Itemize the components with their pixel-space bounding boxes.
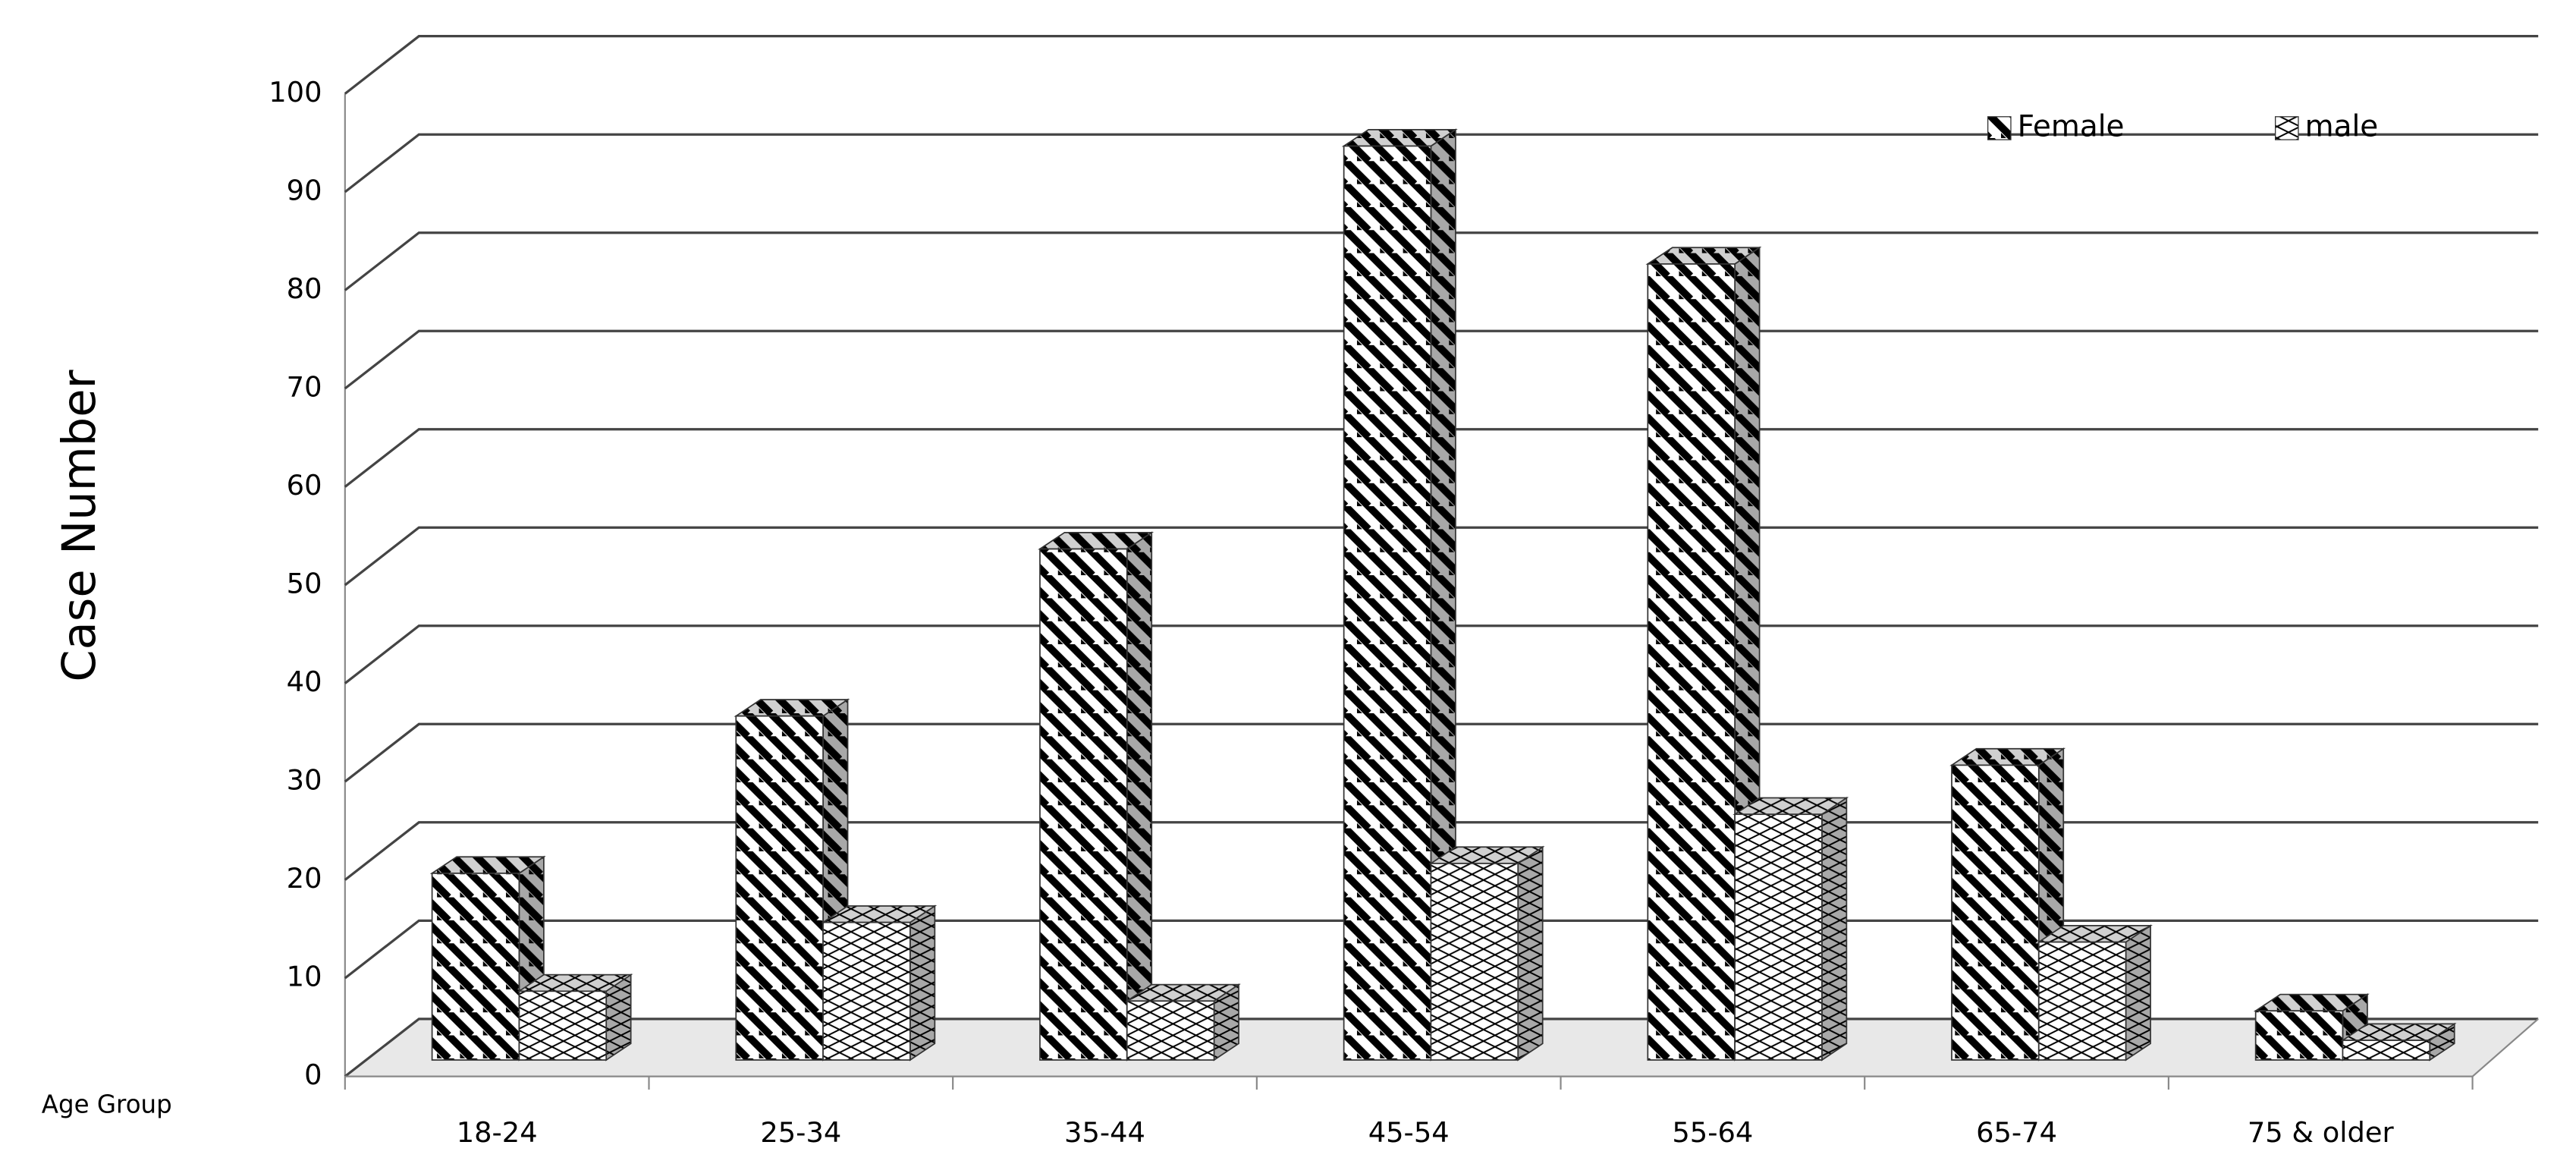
floor-edge bbox=[2471, 1018, 2539, 1077]
bar bbox=[1126, 1000, 1215, 1061]
bar bbox=[1734, 813, 1823, 1061]
bar bbox=[1343, 145, 1432, 1061]
legend-label: Female bbox=[2018, 109, 2125, 143]
bar bbox=[2037, 941, 2127, 1061]
bar-side bbox=[1126, 531, 1153, 1062]
y-tick-label: 50 bbox=[287, 568, 322, 600]
grid-line bbox=[344, 722, 2539, 783]
y-tick-label: 100 bbox=[269, 76, 322, 109]
y-tick-label: 90 bbox=[287, 174, 322, 206]
bar-side bbox=[1821, 796, 1848, 1062]
grid-line bbox=[344, 35, 2539, 95]
bar bbox=[1039, 548, 1128, 1061]
bar bbox=[1951, 764, 2040, 1061]
bar bbox=[2342, 1040, 2431, 1061]
bar bbox=[822, 921, 911, 1061]
y-tick-label: 40 bbox=[287, 665, 322, 698]
y-tick-label: 70 bbox=[287, 371, 322, 404]
x-axis-label: Age Group bbox=[42, 1090, 172, 1119]
legend-label: male bbox=[2305, 109, 2379, 143]
y-tick-label: 0 bbox=[304, 1058, 322, 1091]
bar bbox=[735, 715, 824, 1061]
x-tick-label: 75 & older bbox=[2248, 1116, 2395, 1149]
bar bbox=[1430, 863, 1519, 1061]
grid-line bbox=[344, 526, 2539, 587]
legend-swatch bbox=[2275, 116, 2299, 140]
x-tick-label: 55-64 bbox=[1672, 1116, 1753, 1149]
grid-line bbox=[344, 428, 2539, 488]
x-tick-label: 35-44 bbox=[1064, 1116, 1145, 1149]
grid-line bbox=[344, 133, 2539, 193]
bar bbox=[1647, 263, 1736, 1061]
y-tick-label: 20 bbox=[287, 862, 322, 895]
x-tick-label: 65-74 bbox=[1976, 1116, 2057, 1149]
bar-side bbox=[1517, 845, 1544, 1062]
x-tick-label: 25-34 bbox=[760, 1116, 841, 1149]
y-tick-label: 30 bbox=[287, 764, 322, 797]
grid-line bbox=[344, 231, 2539, 291]
y-tick-label: 80 bbox=[287, 272, 322, 305]
x-tick-label: 18-24 bbox=[457, 1116, 538, 1149]
y-tick-label: 60 bbox=[287, 469, 322, 502]
y-axis-label: Case Number bbox=[53, 370, 106, 681]
grid-line bbox=[344, 329, 2539, 390]
y-tick-label: 10 bbox=[287, 961, 322, 993]
grid-line bbox=[344, 624, 2539, 684]
bar bbox=[2254, 1010, 2344, 1061]
bar bbox=[518, 990, 608, 1061]
x-tick-label: 45-54 bbox=[1368, 1116, 1450, 1149]
bar bbox=[431, 873, 520, 1061]
legend-swatch bbox=[1987, 116, 2012, 140]
bar-side bbox=[2125, 924, 2151, 1062]
bar-side bbox=[909, 904, 936, 1062]
